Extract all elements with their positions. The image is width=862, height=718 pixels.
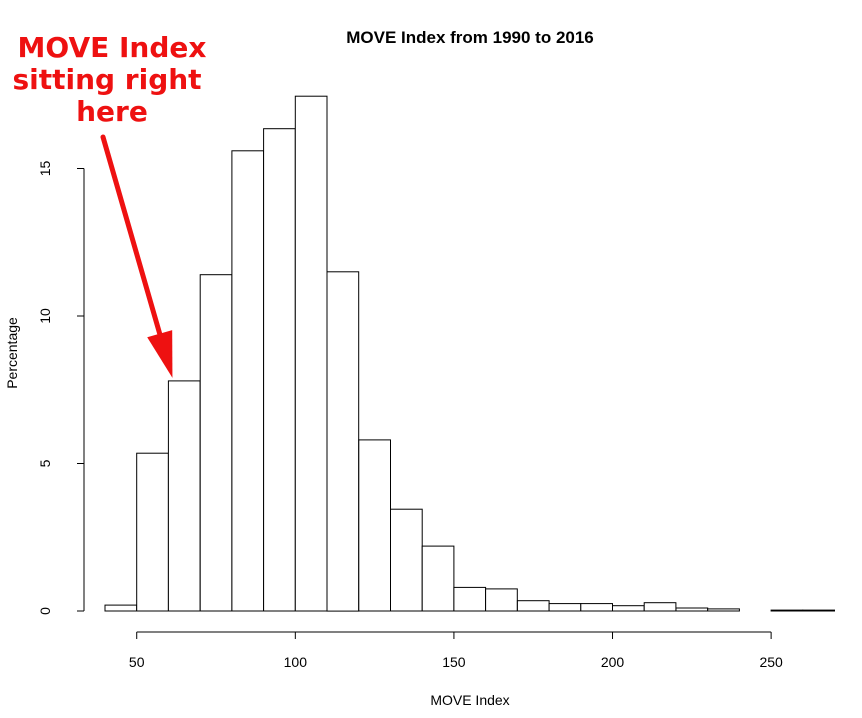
annotation-arrow-shaft <box>100 134 163 337</box>
x-tick-label: 150 <box>442 654 466 670</box>
bars-group <box>104 95 835 612</box>
y-tick-label: 10 <box>37 308 53 324</box>
histogram-bar <box>326 271 360 612</box>
histogram-bar <box>136 452 169 612</box>
x-tick-label: 50 <box>129 654 145 670</box>
x-tick-label: 200 <box>601 654 625 670</box>
histogram-bar <box>802 609 835 612</box>
histogram-bar <box>485 588 518 612</box>
histogram-bar <box>199 274 233 612</box>
annotation-line-3: here <box>76 95 148 128</box>
histogram-bar <box>612 605 645 612</box>
histogram-bar <box>421 545 455 612</box>
x-axis: 50 100 150 200 250 <box>129 631 783 670</box>
x-tick-label: 250 <box>759 654 783 670</box>
y-tick-label: 5 <box>37 459 53 467</box>
annotation-line-1: MOVE Index <box>18 31 207 64</box>
histogram-bar <box>231 150 265 612</box>
histogram-bar <box>580 603 613 612</box>
histogram-bar <box>358 439 391 612</box>
x-axis-label: MOVE Index <box>430 692 509 708</box>
y-axis: 0 5 10 15 <box>37 161 85 615</box>
histogram-bar <box>390 508 423 612</box>
y-tick-label: 0 <box>37 607 53 615</box>
annotation-arrow-head <box>147 330 173 378</box>
histogram-bar <box>294 95 328 612</box>
annotation-line-2: sitting right <box>12 63 201 96</box>
histogram-bar <box>643 602 677 612</box>
histogram-bar <box>707 608 740 612</box>
histogram-bar <box>104 604 138 612</box>
y-tick-label: 15 <box>37 161 53 177</box>
histogram-bar <box>453 586 487 612</box>
histogram-bar <box>548 603 582 612</box>
y-axis-label: Percentage <box>4 317 20 389</box>
histogram-bar <box>516 600 550 612</box>
histogram-bar <box>675 607 709 612</box>
chart-title: MOVE Index from 1990 to 2016 <box>346 28 594 47</box>
histogram-bar <box>770 609 804 612</box>
annotation: MOVE Index sitting right here <box>12 31 206 378</box>
histogram-bar <box>167 380 201 612</box>
histogram-bar <box>263 128 296 612</box>
x-tick-label: 100 <box>284 654 308 670</box>
